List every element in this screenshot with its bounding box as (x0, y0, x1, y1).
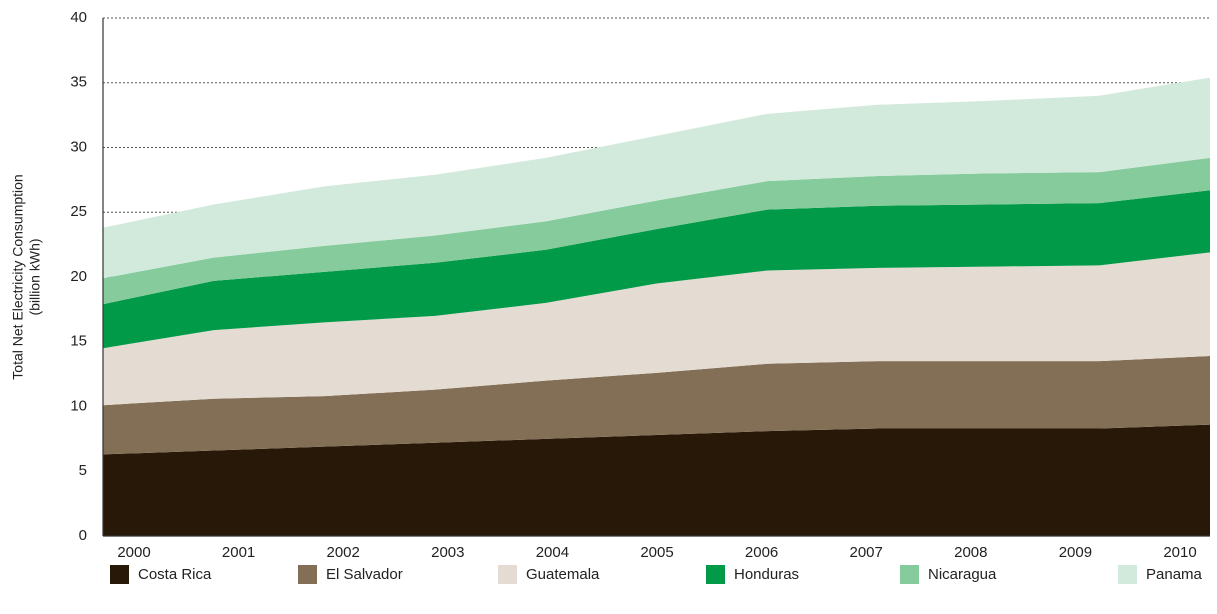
y-axis-label: (billion kWh) (27, 238, 43, 315)
area (103, 157, 1210, 305)
x-tick-label: 2005 (640, 544, 673, 561)
y-tick-label: 25 (70, 203, 87, 220)
y-tick-label: 5 (79, 462, 87, 479)
x-tick-label: 2001 (222, 544, 255, 561)
y-tick-label: 0 (79, 527, 87, 544)
legend-label: Panama (1146, 566, 1203, 583)
legend-label: Honduras (734, 566, 799, 583)
area (103, 77, 1210, 279)
x-tick-label: 2008 (954, 544, 987, 561)
y-axis-label: Total Net Electricity Consumption (10, 174, 26, 379)
x-tick-label: 2002 (327, 544, 360, 561)
legend-swatch (706, 565, 725, 584)
x-tick-label: 2006 (745, 544, 778, 561)
legend-label: Costa Rica (138, 566, 212, 583)
legend-label: Guatemala (526, 566, 600, 583)
area (103, 424, 1210, 536)
x-tick-label: 2003 (431, 544, 464, 561)
y-tick-label: 10 (70, 397, 87, 414)
y-tick-label: 40 (70, 9, 87, 26)
x-tick-label: 2010 (1163, 544, 1196, 561)
x-tick-label: 2007 (850, 544, 883, 561)
area (103, 252, 1210, 406)
legend-label: Nicaragua (928, 566, 997, 583)
legend-swatch (298, 565, 317, 584)
legend-label: El Salvador (326, 566, 403, 583)
legend-swatch (498, 565, 517, 584)
y-tick-label: 15 (70, 333, 87, 350)
y-tick-label: 30 (70, 138, 87, 155)
area (103, 190, 1210, 349)
x-tick-label: 2000 (117, 544, 150, 561)
y-tick-label: 35 (70, 74, 87, 91)
legend-swatch (900, 565, 919, 584)
legend-swatch (110, 565, 129, 584)
x-tick-label: 2009 (1059, 544, 1092, 561)
area (103, 355, 1210, 455)
legend-swatch (1118, 565, 1137, 584)
x-tick-label: 2004 (536, 544, 569, 561)
y-tick-label: 20 (70, 268, 87, 285)
